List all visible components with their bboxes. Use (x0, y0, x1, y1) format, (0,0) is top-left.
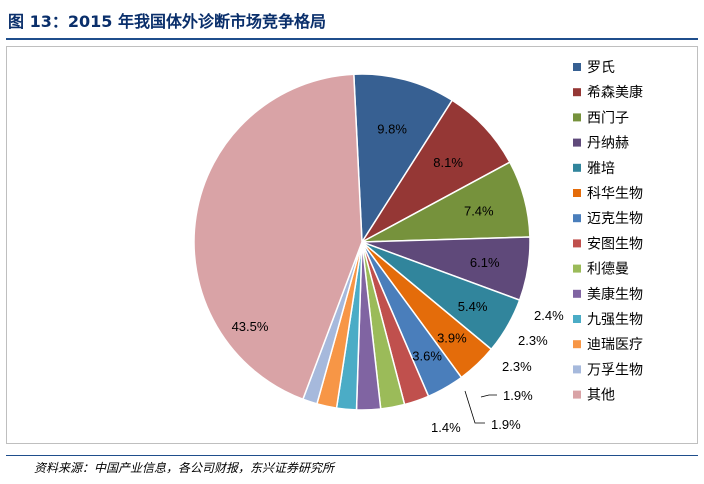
data-label: 9.8% (377, 121, 407, 136)
data-label: 43.5% (232, 319, 269, 334)
leader-line (464, 390, 485, 424)
legend-swatch (573, 214, 581, 223)
legend-swatch (573, 264, 581, 273)
legend-item: 迈克生物 (573, 211, 643, 227)
legend-label: 丹纳赫 (587, 136, 629, 152)
leader-lines (464, 390, 497, 424)
pie-slice (353, 73, 454, 245)
figure-title: 图 13：2015 年我国体外诊断市场竞争格局 (8, 12, 326, 31)
legend-swatch (573, 340, 581, 349)
data-label: 8.1% (433, 155, 463, 170)
data-label: 1.4% (431, 420, 461, 435)
legend: 罗氏希森美康西门子丹纳赫雅培科华生物迈克生物安图生物利德曼美康生物九强生物迪瑞医… (573, 60, 643, 404)
legend-item: 希森美康 (573, 84, 643, 101)
source-note: 资料来源：中国产业信息，各公司财报，东兴证券研究所 (34, 461, 335, 475)
data-label: 2.3% (502, 359, 532, 374)
legend-swatch (573, 315, 581, 323)
legend-swatch (573, 138, 581, 147)
legend-label: 万孚生物 (587, 362, 643, 378)
legend-item: 其他 (573, 388, 615, 404)
data-label: 3.6% (412, 349, 442, 364)
legend-item: 万孚生物 (573, 362, 643, 378)
pie-slice (193, 73, 363, 401)
legend-label: 罗氏 (587, 60, 615, 76)
legend-item: 雅培 (573, 161, 615, 177)
legend-swatch (573, 113, 581, 122)
legend-item: 迪瑞医疗 (573, 337, 643, 353)
legend-swatch (573, 189, 581, 197)
legend-item: 西门子 (573, 110, 629, 126)
source-divider (6, 455, 698, 456)
legend-label: 迈克生物 (587, 211, 643, 227)
legend-item: 科华生物 (573, 186, 643, 202)
legend-label: 其他 (587, 388, 615, 404)
legend-item: 丹纳赫 (573, 136, 629, 152)
legend-label: 安图生物 (587, 236, 643, 252)
data-labels: 9.8% 8.1% 7.4% 6.1% 5.4% 3.9% 3.6% 2.4% 2.3% 2.3%… (232, 121, 565, 435)
legend-swatch (573, 289, 581, 298)
data-label: 1.9% (503, 388, 533, 403)
chart-frame: 9.8% 8.1% 7.4% 6.1% 5.4% 3.9% 3.6% 2.4% 2.3% 2.3%… (6, 46, 698, 444)
pie-slices (193, 73, 531, 411)
data-label: 2.3% (518, 333, 548, 348)
pie-chart: 9.8% 8.1% 7.4% 6.1% 5.4% 3.9% 3.6% 2.4% 2.3% 2.3%… (193, 60, 643, 435)
data-label: 1.9% (491, 417, 521, 432)
legend-item: 美康生物 (573, 286, 643, 303)
title-divider (6, 38, 698, 40)
legend-swatch (573, 239, 581, 248)
data-label: 5.4% (458, 299, 488, 314)
data-label: 2.4% (534, 308, 564, 323)
legend-swatch (573, 365, 581, 374)
legend-label: 九强生物 (587, 312, 643, 328)
legend-label: 美康生物 (587, 286, 643, 303)
legend-item: 利德曼 (573, 262, 629, 278)
legend-label: 迪瑞医疗 (587, 337, 643, 353)
legend-label: 利德曼 (587, 262, 629, 278)
legend-swatch (573, 390, 581, 399)
data-label: 3.9% (437, 330, 467, 345)
legend-swatch (573, 163, 581, 172)
legend-label: 希森美康 (587, 84, 643, 101)
legend-item: 安图生物 (573, 236, 643, 252)
legend-label: 科华生物 (587, 186, 643, 202)
legend-label: 雅培 (587, 161, 615, 177)
leader-line (480, 394, 497, 398)
legend-swatch (573, 63, 581, 71)
data-label: 6.1% (470, 255, 500, 270)
legend-item: 九强生物 (573, 312, 643, 328)
legend-item: 罗氏 (573, 60, 615, 76)
data-label: 7.4% (464, 204, 494, 219)
legend-swatch (573, 88, 581, 97)
legend-label: 西门子 (587, 110, 629, 126)
